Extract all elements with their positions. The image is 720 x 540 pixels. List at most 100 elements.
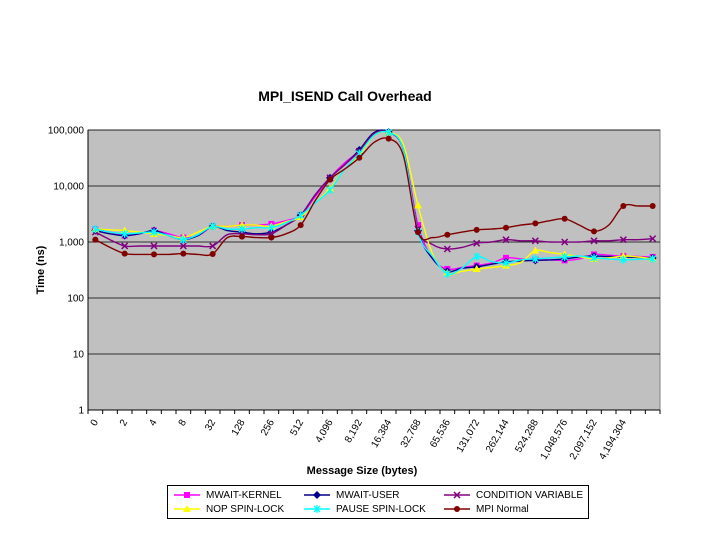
data-point [591, 228, 597, 235]
data-point [472, 264, 481, 272]
data-point [385, 135, 392, 142]
data-point [561, 215, 568, 222]
data-point [473, 252, 481, 261]
series-line [95, 137, 653, 257]
x-tick-label: 16,384 [369, 417, 394, 449]
legend-label: MWAIT-USER [336, 489, 400, 501]
legend-item: MPI Normal [442, 502, 529, 516]
chart-title: MPI_ISEND Call Overhead [258, 88, 432, 104]
y-tick-label: 100,000 [48, 126, 85, 137]
x-tick-label: 131,072 [455, 417, 483, 454]
legend-label: PAUSE SPIN-LOCK [336, 503, 426, 515]
data-point [473, 226, 480, 233]
data-point [502, 236, 510, 244]
x-tick-label: 128 [230, 417, 248, 437]
data-point [649, 235, 657, 243]
legend-item: MWAIT-KERNEL [172, 488, 282, 502]
data-point [619, 255, 627, 264]
data-point [620, 202, 627, 209]
series-layer [91, 128, 657, 278]
x-axis-label: Message Size (bytes) [307, 465, 418, 477]
legend-swatch [304, 491, 330, 499]
data-point [590, 237, 598, 245]
data-point [415, 229, 421, 236]
x-tick-label: 262,144 [484, 417, 512, 454]
x-tick-label: 4,194,304 [597, 417, 629, 461]
data-point [327, 176, 333, 183]
data-point [209, 251, 216, 258]
data-point [502, 259, 510, 268]
data-point [443, 245, 451, 253]
x-tick-label: 1,048,576 [539, 417, 571, 461]
data-point [356, 154, 363, 161]
x-tick-label: 4 [147, 417, 160, 428]
x-tick-label: 2,097,152 [568, 417, 600, 461]
data-point [531, 237, 539, 245]
data-point [385, 128, 393, 137]
data-point [414, 201, 422, 209]
data-point [268, 234, 275, 241]
legend-swatch [444, 491, 470, 499]
legend-swatch [304, 505, 330, 513]
y-tick-label: 10,000 [53, 182, 84, 193]
y-tick-label: 1,000 [59, 238, 84, 249]
data-point [121, 229, 129, 238]
y-tick-label: 100 [67, 294, 84, 305]
data-point [313, 505, 321, 513]
data-point [590, 253, 598, 262]
legend-label: MWAIT-KERNEL [206, 489, 282, 501]
data-point [180, 250, 187, 257]
legend-label: NOP SPIN-LOCK [206, 503, 285, 515]
axes [87, 130, 661, 414]
data-point [443, 269, 451, 278]
x-tick-label: 8 [177, 417, 190, 428]
legend-label: MPI Normal [476, 503, 529, 515]
legend-item: CONDITION VARIABLE [442, 488, 583, 502]
data-point [503, 224, 509, 231]
data-point [150, 228, 158, 237]
x-tick-label: 2 [118, 417, 131, 428]
data-point [209, 222, 217, 231]
data-point [503, 254, 509, 261]
data-point [238, 225, 246, 234]
data-point [415, 222, 421, 229]
data-point [184, 492, 190, 498]
legend-item: MWAIT-USER [302, 488, 400, 502]
data-point [326, 185, 334, 194]
data-point [453, 491, 461, 499]
data-point [91, 225, 99, 234]
data-point [531, 246, 540, 254]
legend-swatch [444, 506, 470, 512]
x-tick-label: 512 [288, 417, 306, 437]
data-point [649, 202, 656, 209]
data-point [297, 211, 305, 220]
data-point [179, 235, 187, 244]
series-line [95, 130, 653, 275]
data-point [239, 233, 245, 240]
data-point [121, 242, 129, 250]
data-point [313, 491, 321, 499]
data-point [179, 242, 187, 250]
y-tick-labels: 1 10 100 1,000 10,000 100,000 [48, 126, 85, 417]
x-tick-label: 65,536 [428, 417, 453, 449]
legend-swatch [174, 505, 200, 512]
legend-label: CONDITION VARIABLE [476, 489, 584, 501]
data-point [121, 250, 128, 257]
plot-area [87, 129, 661, 411]
data-point [151, 251, 157, 258]
data-point [92, 236, 99, 243]
x-tick-label: 524,288 [513, 417, 541, 454]
y-tick-label: 1 [78, 406, 84, 417]
legend-item: PAUSE SPIN-LOCK [302, 502, 426, 516]
data-point [649, 254, 657, 263]
data-point [561, 238, 569, 246]
data-point [473, 239, 481, 247]
data-point [532, 220, 539, 227]
x-tick-label: 256 [259, 417, 277, 437]
series-line [95, 130, 653, 250]
series-mpi-normal [92, 135, 656, 258]
x-tick-labels: 0 2 4 8 32 128 256 512 4,096 8,192 16,384 32,768 65,… [89, 417, 630, 461]
y-tick-label: 10 [73, 350, 85, 361]
data-point [444, 231, 451, 238]
